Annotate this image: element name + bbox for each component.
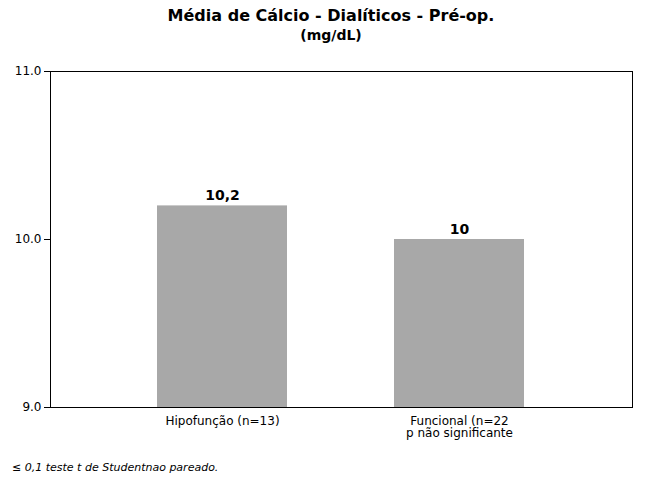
svg-text:Funcional (n=22p não significa: Funcional (n=22p não significante (406, 414, 513, 440)
svg-text:9.0: 9.0 (22, 400, 41, 414)
html-text:≤ 0,1 teste t de Studentnao pa: ≤ 0,1 teste t de Studentnao pareado. (12, 461, 219, 474)
svg-text:11.0: 11.0 (15, 64, 42, 78)
svg-text:Hipofunção (n=13): Hipofunção (n=13) (165, 414, 279, 428)
svg-text:10.0: 10.0 (15, 232, 42, 246)
html-text:Média de Cálcio - Dialíticos -: Média de Cálcio - Dialíticos - Pré-op. (167, 6, 495, 25)
svg-text:10: 10 (450, 221, 470, 237)
html-text:(mg/dL): (mg/dL) (300, 27, 362, 43)
svg-text:10,2: 10,2 (205, 187, 240, 203)
